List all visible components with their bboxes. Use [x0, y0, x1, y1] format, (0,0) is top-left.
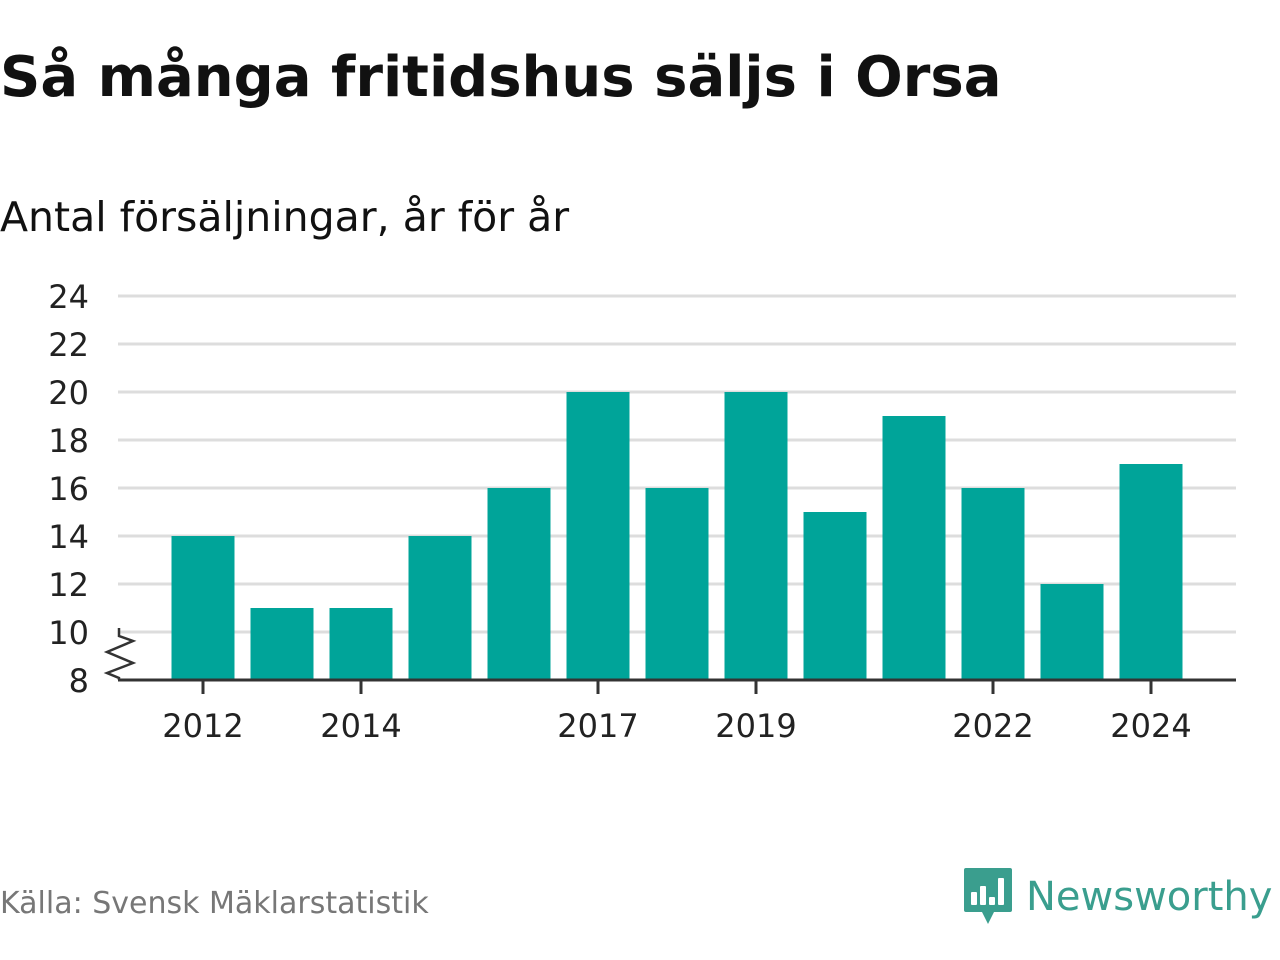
bar-2017	[566, 392, 630, 680]
x-tick-label: 2022	[952, 707, 1033, 745]
bar-2012	[171, 536, 235, 680]
x-tick-label: 2014	[320, 707, 401, 745]
chart-title: Så många fritidshus säljs i Orsa	[0, 45, 1002, 110]
bar-2020	[803, 512, 867, 680]
bar-2013	[250, 608, 314, 680]
bar-2021	[882, 416, 946, 680]
y-tick-label: 24	[48, 278, 89, 316]
bar-2018	[645, 488, 709, 680]
y-axis-labels: 8 10 12 14 16 18 20 22 24	[48, 278, 89, 700]
y-tick-label: 10	[48, 614, 89, 652]
bar-2014	[329, 608, 393, 680]
y-tick-label: 20	[48, 374, 89, 412]
x-axis-labels: 2012 2014 2017 2019 2022 2024	[162, 707, 1191, 745]
brand-logo: Newsworthy	[962, 862, 1272, 932]
x-tick-label: 2012	[162, 707, 243, 745]
axis-break-icon	[103, 628, 137, 680]
bar-2016	[487, 488, 551, 680]
bar-2015	[408, 536, 472, 680]
chart-subtitle: Antal försäljningar, år för år	[0, 193, 570, 241]
y-tick-label: 22	[48, 326, 89, 364]
bars	[171, 392, 1183, 680]
x-axis	[103, 628, 1236, 694]
x-tick-label: 2024	[1110, 707, 1191, 745]
x-tick-label: 2017	[557, 707, 638, 745]
bar-2023	[1040, 584, 1104, 680]
source-note: Källa: Svensk Mäklarstatistik	[0, 886, 429, 921]
brand-name: Newsworthy	[1026, 874, 1273, 920]
y-tick-label: 16	[48, 470, 89, 508]
y-tick-label: 8	[69, 662, 89, 700]
bar-2019	[724, 392, 788, 680]
y-tick-label: 14	[48, 518, 89, 556]
x-tick-label: 2019	[715, 707, 796, 745]
newsworthy-logo-icon	[964, 868, 1012, 924]
bar-2022	[961, 488, 1025, 680]
y-tick-label: 18	[48, 422, 89, 460]
bar-2024	[1119, 464, 1183, 680]
y-tick-label: 12	[48, 566, 89, 604]
